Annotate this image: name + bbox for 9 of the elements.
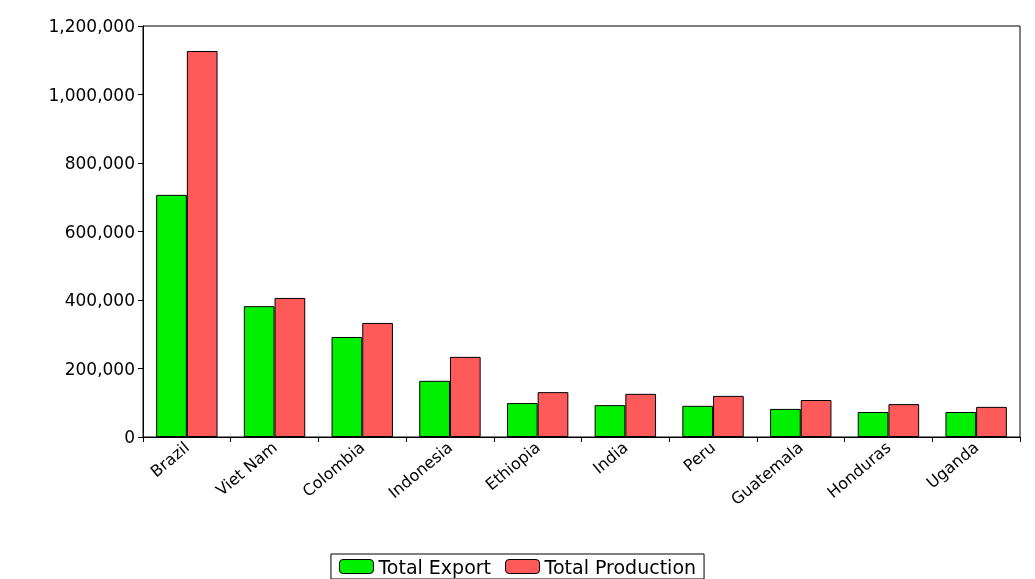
legend-label: Total Production — [543, 555, 697, 578]
y-tick-label: 0 — [124, 427, 135, 447]
y-tick-label: 800,000 — [64, 153, 135, 173]
y-tick-label: 1,200,000 — [48, 16, 135, 36]
legend-label: Total Export — [377, 555, 492, 578]
y-tick-label: 200,000 — [64, 358, 135, 379]
y-tick-label: 1,000,000 — [48, 84, 135, 105]
y-tick-label: 600,000 — [64, 221, 135, 242]
y-tick-label: 400,000 — [64, 290, 135, 310]
